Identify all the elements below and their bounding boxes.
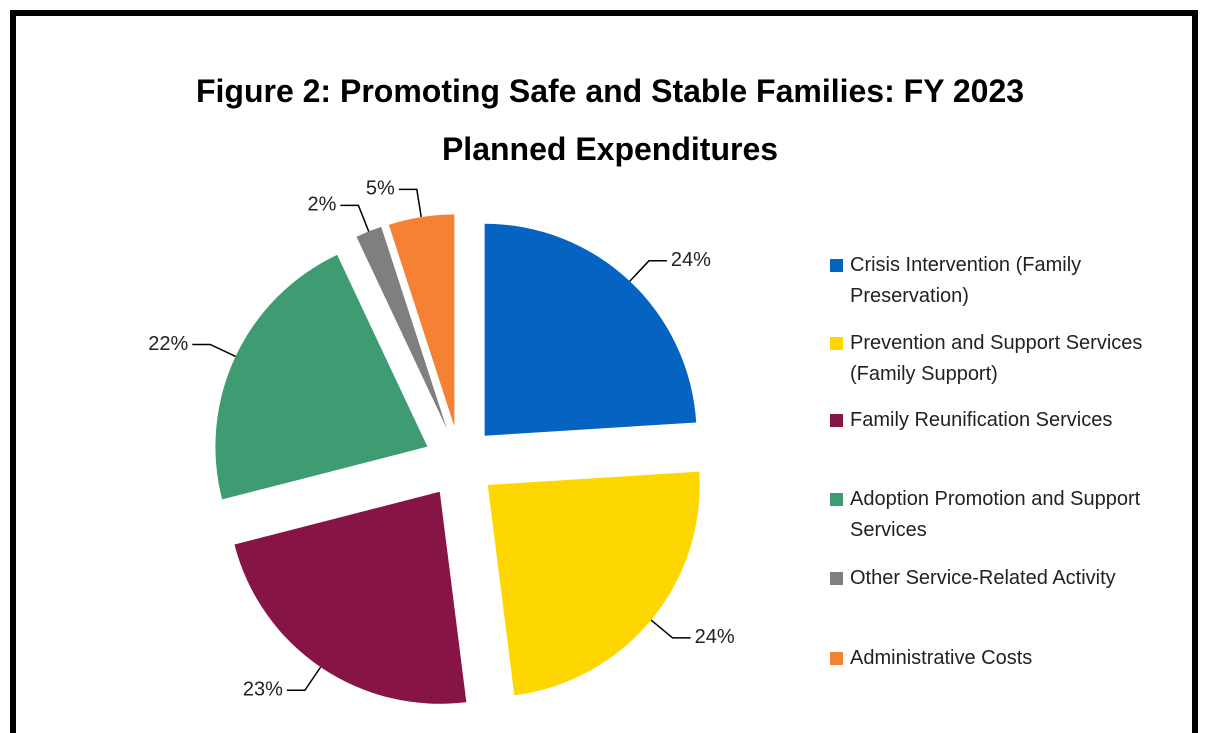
pie-slice xyxy=(234,491,467,704)
legend-swatch xyxy=(830,337,843,350)
pie-slice xyxy=(388,214,455,427)
legend-item: Family Reunification Services xyxy=(830,405,1190,436)
legend-label: Adoption Promotion and Support Services xyxy=(850,488,1141,541)
legend-item: Prevention and Support Services (Family … xyxy=(830,328,1190,390)
data-label: 24% xyxy=(671,249,711,271)
legend-swatch xyxy=(830,414,843,427)
legend-swatch xyxy=(830,572,843,585)
legend-swatch xyxy=(830,493,843,506)
chart-title: Figure 2: Promoting Safe and Stable Fami… xyxy=(195,73,1025,167)
leader-line xyxy=(650,619,691,639)
leader-line xyxy=(340,204,370,232)
legend-label: Crisis Intervention (Family Preservation… xyxy=(850,254,1082,307)
data-label: 2% xyxy=(307,194,336,216)
legend-label: Prevention and Support Services (Family … xyxy=(850,332,1143,385)
legend-item: Crisis Intervention (Family Preservation… xyxy=(830,250,1190,312)
pie-slice xyxy=(215,254,428,500)
leader-line xyxy=(286,666,322,692)
legend-item: Administrative Costs xyxy=(830,643,1190,674)
legend-label: Other Service-Related Activity xyxy=(850,567,1116,589)
chart-frame xyxy=(10,10,1198,733)
data-label: 24% xyxy=(695,626,735,648)
legend-label: Administrative Costs xyxy=(850,647,1033,669)
legend-swatch xyxy=(830,652,843,665)
leader-line xyxy=(192,343,236,358)
legend-swatch xyxy=(830,259,843,272)
legend-item: Adoption Promotion and Support Services xyxy=(830,484,1190,546)
pie-slice xyxy=(484,223,697,436)
pie-slice xyxy=(487,471,700,696)
legend-item: Other Service-Related Activity xyxy=(830,563,1190,594)
legend-label: Family Reunification Services xyxy=(850,409,1113,431)
data-label: 5% xyxy=(366,178,395,200)
leader-line xyxy=(398,188,422,218)
data-label: 22% xyxy=(148,333,188,355)
pie-slice xyxy=(356,226,447,429)
leader-line xyxy=(629,260,667,282)
data-label: 23% xyxy=(243,679,283,701)
